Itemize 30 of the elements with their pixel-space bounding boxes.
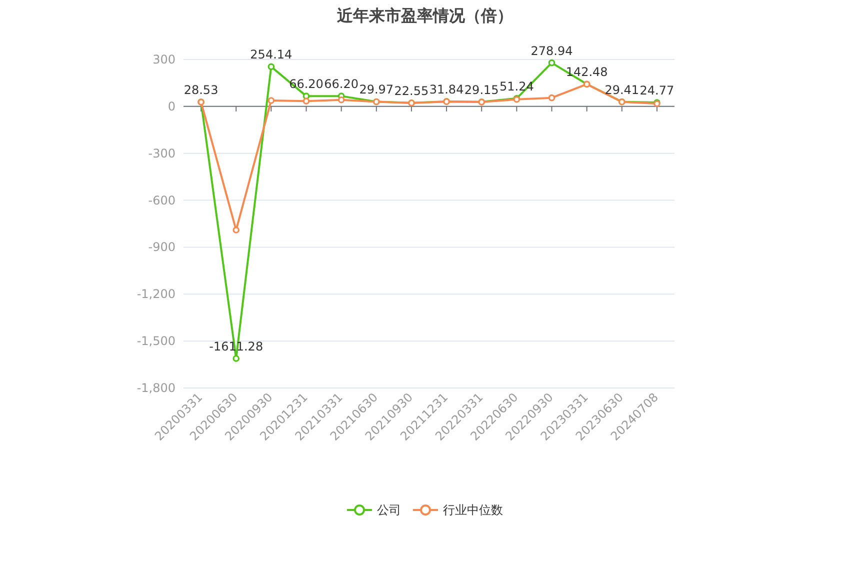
data-label: 254.14: [250, 48, 292, 62]
data-label: 66.20: [324, 77, 358, 92]
y-tick-label: 300: [152, 52, 176, 66]
point: [548, 59, 556, 66]
y-tick-label: -900: [148, 240, 176, 254]
y-tick-label: -1,800: [136, 381, 176, 395]
point: [268, 97, 275, 104]
data-label: 29.41: [604, 82, 640, 97]
y-tick-label: -1,200: [136, 287, 176, 302]
data-label: 31.84: [429, 82, 464, 96]
chart-title: 近年来市盈率情况（倍）: [336, 6, 513, 25]
point: [338, 96, 345, 104]
data-label: 24.77: [640, 84, 674, 98]
point: [232, 355, 240, 362]
data-label: 22.55: [394, 84, 429, 98]
data-label: 29.97: [359, 82, 394, 97]
point: [548, 94, 556, 102]
y-tick-label: -300: [148, 146, 176, 160]
point: [232, 226, 240, 234]
point: [268, 63, 275, 70]
data-label: 142.48: [566, 65, 608, 80]
y-tick-label: 0: [168, 99, 176, 114]
data-label: 28.53: [184, 82, 218, 97]
data-label: 278.94: [530, 44, 573, 58]
data-label: 29.15: [464, 82, 499, 97]
y-tick-label: -1,500: [136, 334, 176, 348]
legend-label: 公司: [377, 503, 401, 517]
point: [302, 98, 310, 105]
legend-label: 行业中位数: [443, 503, 503, 517]
y-tick-label: -600: [148, 193, 176, 208]
